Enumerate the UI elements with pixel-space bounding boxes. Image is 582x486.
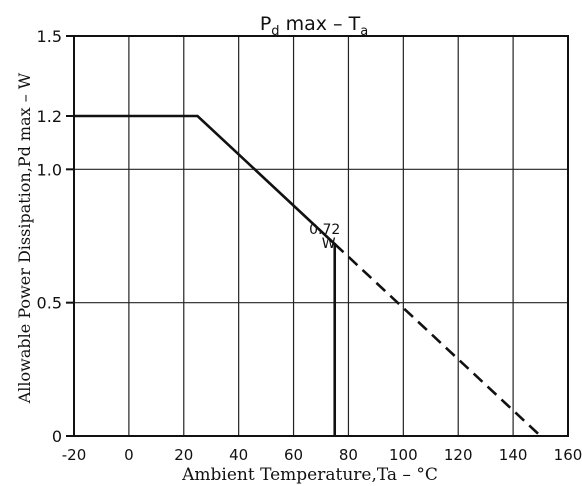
- x-tick-label: -20: [62, 446, 87, 464]
- y-axis-label: Allowable Power Dissipation,Pd max – W: [15, 72, 34, 404]
- x-tick-label: 80: [339, 446, 358, 464]
- y-tick-label: 1.5: [37, 27, 62, 46]
- annotation-unit: W: [322, 236, 336, 252]
- x-tick-label: 0: [124, 446, 134, 464]
- y-tick-label: 0: [52, 427, 62, 446]
- y-tick-label: 0.5: [37, 294, 62, 313]
- plot-frame: [73, 35, 569, 437]
- x-tick-label: 120: [444, 446, 473, 464]
- x-tick-label: 100: [389, 446, 418, 464]
- y-tick-label: 1.0: [37, 160, 62, 179]
- x-tick-label: 20: [174, 446, 193, 464]
- series-layer: [74, 114, 542, 437]
- chart-title-rest: max – T: [280, 13, 361, 35]
- x-axis-label: Ambient Temperature,Ta – °C: [181, 465, 438, 485]
- derating-extension-line: [333, 243, 542, 437]
- chart-title-sub-d: d: [271, 24, 279, 39]
- x-tick-label: 160: [554, 446, 582, 464]
- derating-line: [74, 114, 337, 436]
- annotation-value: 0.72: [309, 222, 340, 238]
- chart-title-p: P: [260, 13, 271, 35]
- chart-title-sub-a: a: [360, 24, 368, 39]
- x-tick-label: 60: [284, 446, 303, 464]
- x-tick-label: 140: [499, 446, 528, 464]
- grid-layer: [66, 35, 568, 437]
- y-tick-label: 1.2: [37, 107, 62, 126]
- chart-title: Pd max – Ta: [260, 13, 368, 39]
- x-tick-label: 40: [229, 446, 248, 464]
